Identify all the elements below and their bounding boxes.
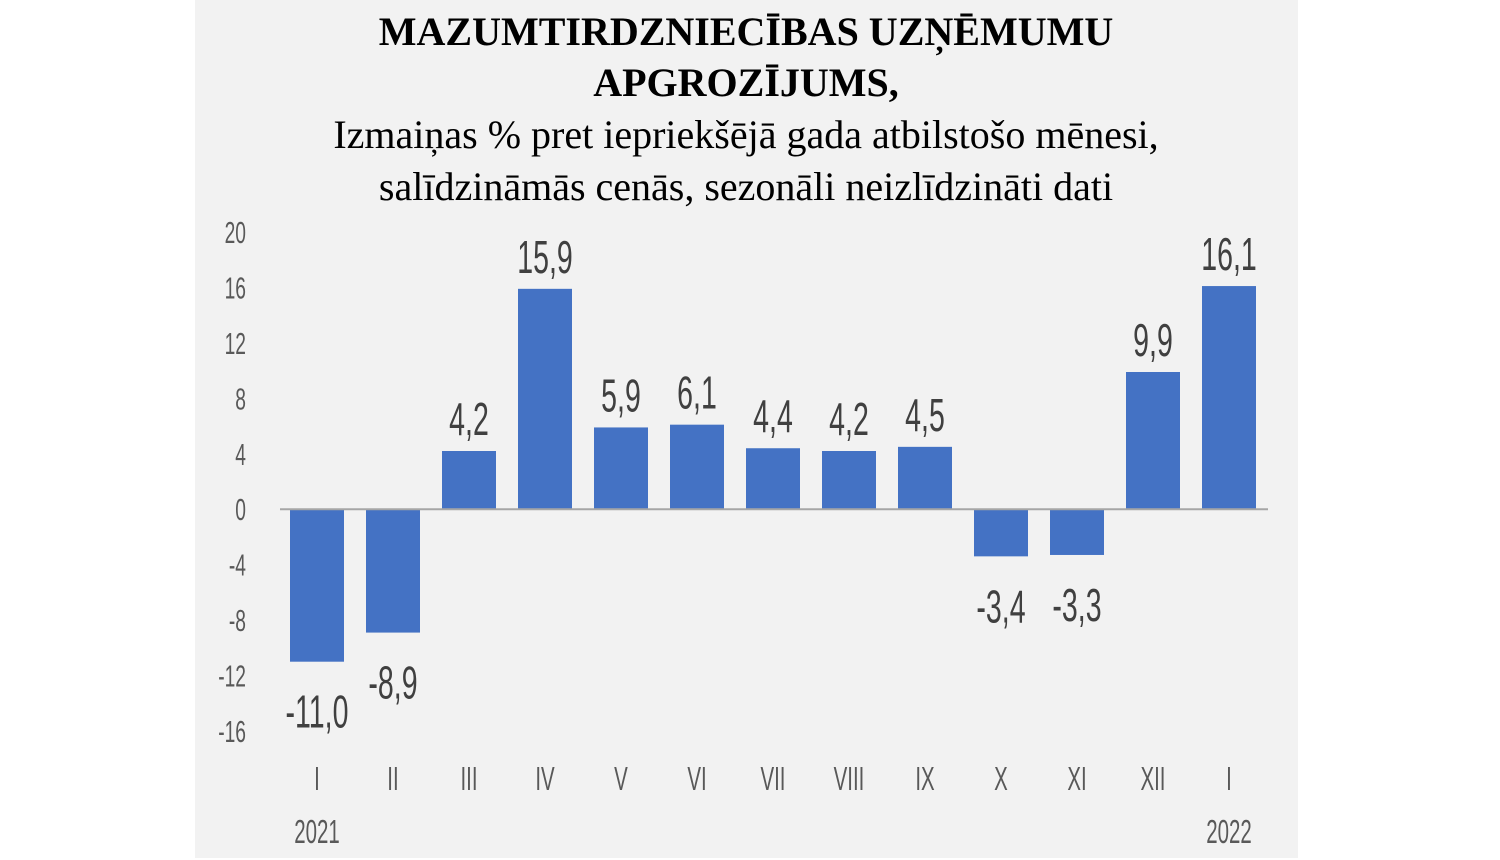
bar	[518, 288, 572, 510]
y-tick-label: 12	[225, 327, 246, 361]
x-tick-label: IV	[535, 760, 555, 797]
x-tick-label: X	[994, 760, 1008, 797]
x-tick-label: II	[387, 760, 398, 797]
x-tick-label: V	[614, 760, 628, 797]
bar	[1050, 509, 1104, 555]
y-tick-label: 0	[235, 494, 246, 528]
data-label: -3,3	[1052, 580, 1101, 632]
bar	[442, 451, 496, 510]
year-label: 2022	[1206, 813, 1251, 850]
x-tick-label: VIII	[834, 760, 865, 797]
chart-subtitle-line-2: salīdzināmās cenās, sezonāli neizlīdzinā…	[379, 164, 1113, 209]
y-tick-label: 16	[225, 272, 246, 306]
chart-subtitle-line-1: Izmaiņas % pret iepriekšējā gada atbilst…	[333, 112, 1158, 157]
bar	[594, 427, 648, 510]
data-label: 4,2	[829, 394, 869, 446]
bar	[898, 446, 952, 510]
data-label: 15,9	[517, 232, 573, 284]
data-label: 9,9	[1133, 315, 1173, 367]
bar	[1202, 286, 1256, 510]
x-tick-label: VI	[687, 760, 706, 797]
data-label: 5,9	[601, 371, 641, 423]
data-label: -11,0	[286, 687, 349, 739]
data-label: 4,2	[449, 394, 489, 446]
bar	[822, 451, 876, 510]
y-tick-label: 4	[235, 438, 246, 472]
chart-background	[195, 0, 1298, 858]
data-label: 16,1	[1201, 229, 1257, 281]
year-label: 2021	[294, 813, 339, 850]
chart-title-line-2: APGROZĪJUMS,	[593, 60, 899, 105]
y-tick-label: 20	[225, 217, 246, 251]
data-label: -8,9	[368, 658, 417, 710]
bar	[1126, 371, 1180, 510]
data-label: 6,1	[677, 368, 717, 420]
data-label: -3,4	[976, 581, 1025, 633]
chart-title-line-1: MAZUMTIRDZNIECĪBAS UZŅĒMUMU	[379, 9, 1113, 56]
x-tick-label: I	[1226, 760, 1232, 797]
data-label: 4,4	[753, 391, 793, 443]
x-tick-label: IX	[915, 760, 934, 797]
y-tick-label: 8	[235, 383, 246, 417]
x-tick-label: XII	[1141, 760, 1166, 797]
y-tick-label: -4	[229, 549, 246, 583]
bar	[366, 509, 420, 633]
x-tick-label: I	[314, 760, 320, 797]
bar	[746, 448, 800, 510]
y-tick-label: -12	[218, 660, 246, 694]
x-tick-label: XI	[1067, 760, 1086, 797]
bar	[290, 509, 344, 662]
bar	[670, 424, 724, 510]
y-tick-label: -8	[229, 605, 246, 639]
bar	[974, 509, 1028, 557]
x-tick-label: VII	[761, 760, 786, 797]
x-tick-label: III	[460, 760, 477, 797]
y-tick-label: -16	[218, 716, 246, 750]
data-label: 4,5	[905, 390, 945, 442]
